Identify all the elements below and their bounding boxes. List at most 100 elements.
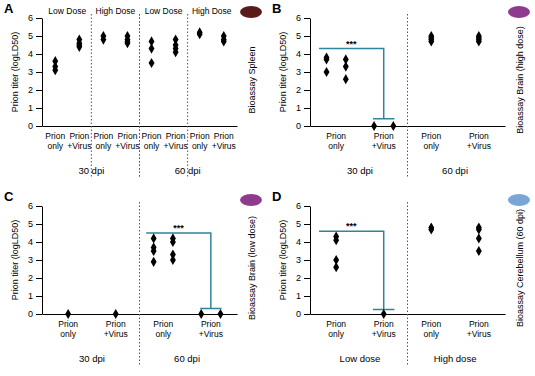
y-tick: 2: [28, 85, 42, 95]
x-tick: Prion+Virus: [115, 126, 139, 151]
point: [428, 224, 434, 234]
panel-label: B: [272, 1, 281, 16]
y-tick-mark: [304, 126, 310, 127]
point: [324, 67, 330, 77]
y-tick: 2: [28, 273, 42, 283]
x-tick: Priononly: [142, 126, 162, 151]
x-tick: Priononly: [190, 126, 210, 151]
group-divider: [187, 14, 188, 178]
y-tick-label: 4: [28, 49, 33, 59]
y-tick-mark: [36, 224, 42, 225]
y-tick: 1: [296, 103, 310, 113]
y-tick-mark: [304, 296, 310, 297]
y-tick-mark: [304, 54, 310, 55]
top-group-label: High Dose: [192, 6, 232, 16]
x-tick-label: Priononly: [142, 131, 162, 150]
side-label: Bioassay Spleen: [247, 46, 257, 113]
panel-label: C: [4, 189, 14, 204]
point: [151, 246, 157, 256]
y-tick-mark: [304, 90, 310, 91]
group-divider: [407, 14, 408, 178]
point: [170, 255, 176, 265]
x-tick-label: Prion+Virus: [467, 131, 491, 150]
group-label: 60 dpi: [442, 165, 468, 176]
group-divider: [91, 14, 92, 178]
panel: D0123456PriononlyPrion+VirusPriononlyPri…: [272, 189, 530, 366]
panel: B0123456PriononlyPrion+VirusPriononlyPri…: [272, 1, 530, 178]
panel: A0123456PriononlyPrion+VirusPriononlyPri…: [4, 1, 262, 178]
y-tick-mark: [36, 296, 42, 297]
point: [343, 74, 349, 84]
x-tick-label: Prion+Virus: [164, 131, 188, 150]
y-tick-label: 3: [296, 67, 301, 77]
y-tick-mark: [304, 206, 310, 207]
y-tick-label: 2: [28, 85, 33, 95]
group-label: 30 dpi: [347, 165, 373, 176]
x-tick: Prion+Virus: [67, 126, 91, 151]
x-tick: Prion+Virus: [212, 126, 236, 151]
significance-label: ***: [173, 223, 184, 233]
significance-label: ***: [346, 221, 357, 231]
y-tick: 0: [28, 309, 42, 319]
y-tick: 6: [296, 13, 310, 23]
y-tick-label: 4: [28, 237, 33, 247]
y-axis: 0123456: [296, 201, 311, 319]
y-tick-label: 6: [28, 13, 33, 23]
y-tick: 0: [296, 121, 310, 131]
point: [333, 235, 339, 245]
y-tick-label: 6: [28, 201, 33, 211]
y-tick-label: 3: [28, 67, 33, 77]
y-tick-mark: [304, 242, 310, 243]
x-tick: Prion+Virus: [199, 314, 223, 339]
x-tick-label: Priononly: [190, 131, 210, 150]
y-tick-label: 3: [296, 255, 301, 265]
point: [100, 35, 106, 45]
y-tick-label: 3: [28, 255, 33, 265]
x-tick-label: Prion+Virus: [372, 131, 396, 150]
point: [221, 36, 227, 46]
x-tick-label: Prion+Virus: [199, 319, 223, 338]
y-tick-mark: [36, 260, 42, 261]
group-divider: [139, 14, 140, 178]
x-tick-label: Prion+Virus: [115, 131, 139, 150]
x-tick: Priononly: [421, 314, 441, 339]
y-axis-title: Prion titer (logLD50): [278, 32, 288, 113]
point: [343, 62, 349, 72]
y-tick-label: 1: [296, 103, 301, 113]
point: [371, 121, 377, 131]
y-tick-label: 0: [296, 309, 301, 319]
y-tick-mark: [304, 108, 310, 109]
marks: [65, 233, 223, 319]
y-tick: 0: [28, 121, 42, 131]
y-tick: 5: [28, 219, 42, 229]
y-tick: 3: [296, 67, 310, 77]
y-tick-label: 1: [28, 103, 33, 113]
x-tick: Prion+Virus: [372, 126, 396, 151]
x-tick-label: Priononly: [93, 131, 113, 150]
y-tick-mark: [36, 90, 42, 91]
y-tick-mark: [36, 72, 42, 73]
group-divider: [407, 202, 408, 366]
y-tick-label: 2: [296, 85, 301, 95]
y-tick: 6: [28, 13, 42, 23]
y-axis-line: [310, 207, 311, 315]
point: [198, 309, 204, 319]
y-tick-label: 5: [28, 31, 33, 41]
y-tick: 1: [296, 291, 310, 301]
point: [151, 257, 157, 267]
y-axis: 0 1 2 3 4 5 6: [28, 13, 43, 131]
y-tick-mark: [36, 126, 42, 127]
point: [381, 309, 387, 319]
x-tick: Priononly: [45, 126, 65, 151]
x-tick-label: Prion+Virus: [67, 131, 91, 150]
y-tick-label: 6: [296, 13, 301, 23]
organ-icon: [508, 194, 530, 206]
y-axis-line: [310, 19, 311, 127]
y-tick-mark: [304, 278, 310, 279]
marks: [324, 31, 482, 131]
y-tick: 2: [296, 273, 310, 283]
x-tick-label: Prion+Virus: [372, 319, 396, 338]
y-tick: 5: [28, 31, 42, 41]
x-tick-label: Priononly: [421, 319, 441, 338]
y-tick-mark: [304, 224, 310, 225]
